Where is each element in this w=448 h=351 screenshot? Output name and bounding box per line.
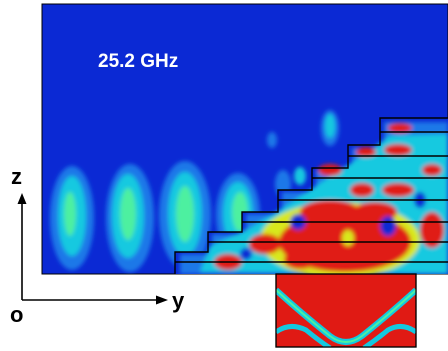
y-axis-label: y	[172, 288, 185, 313]
field-map-main	[41, 3, 448, 275]
field-lobes	[50, 110, 339, 272]
z-axis-arrow-icon	[17, 193, 27, 204]
field-map-substrate	[275, 273, 417, 348]
frequency-label: 25.2 GHz	[98, 51, 178, 72]
stepped-structure	[174, 117, 448, 274]
z-axis-label: z	[11, 164, 22, 189]
axes-indicator: z y o	[10, 164, 185, 327]
origin-label: o	[10, 302, 23, 327]
y-axis-arrow-icon	[156, 295, 168, 305]
